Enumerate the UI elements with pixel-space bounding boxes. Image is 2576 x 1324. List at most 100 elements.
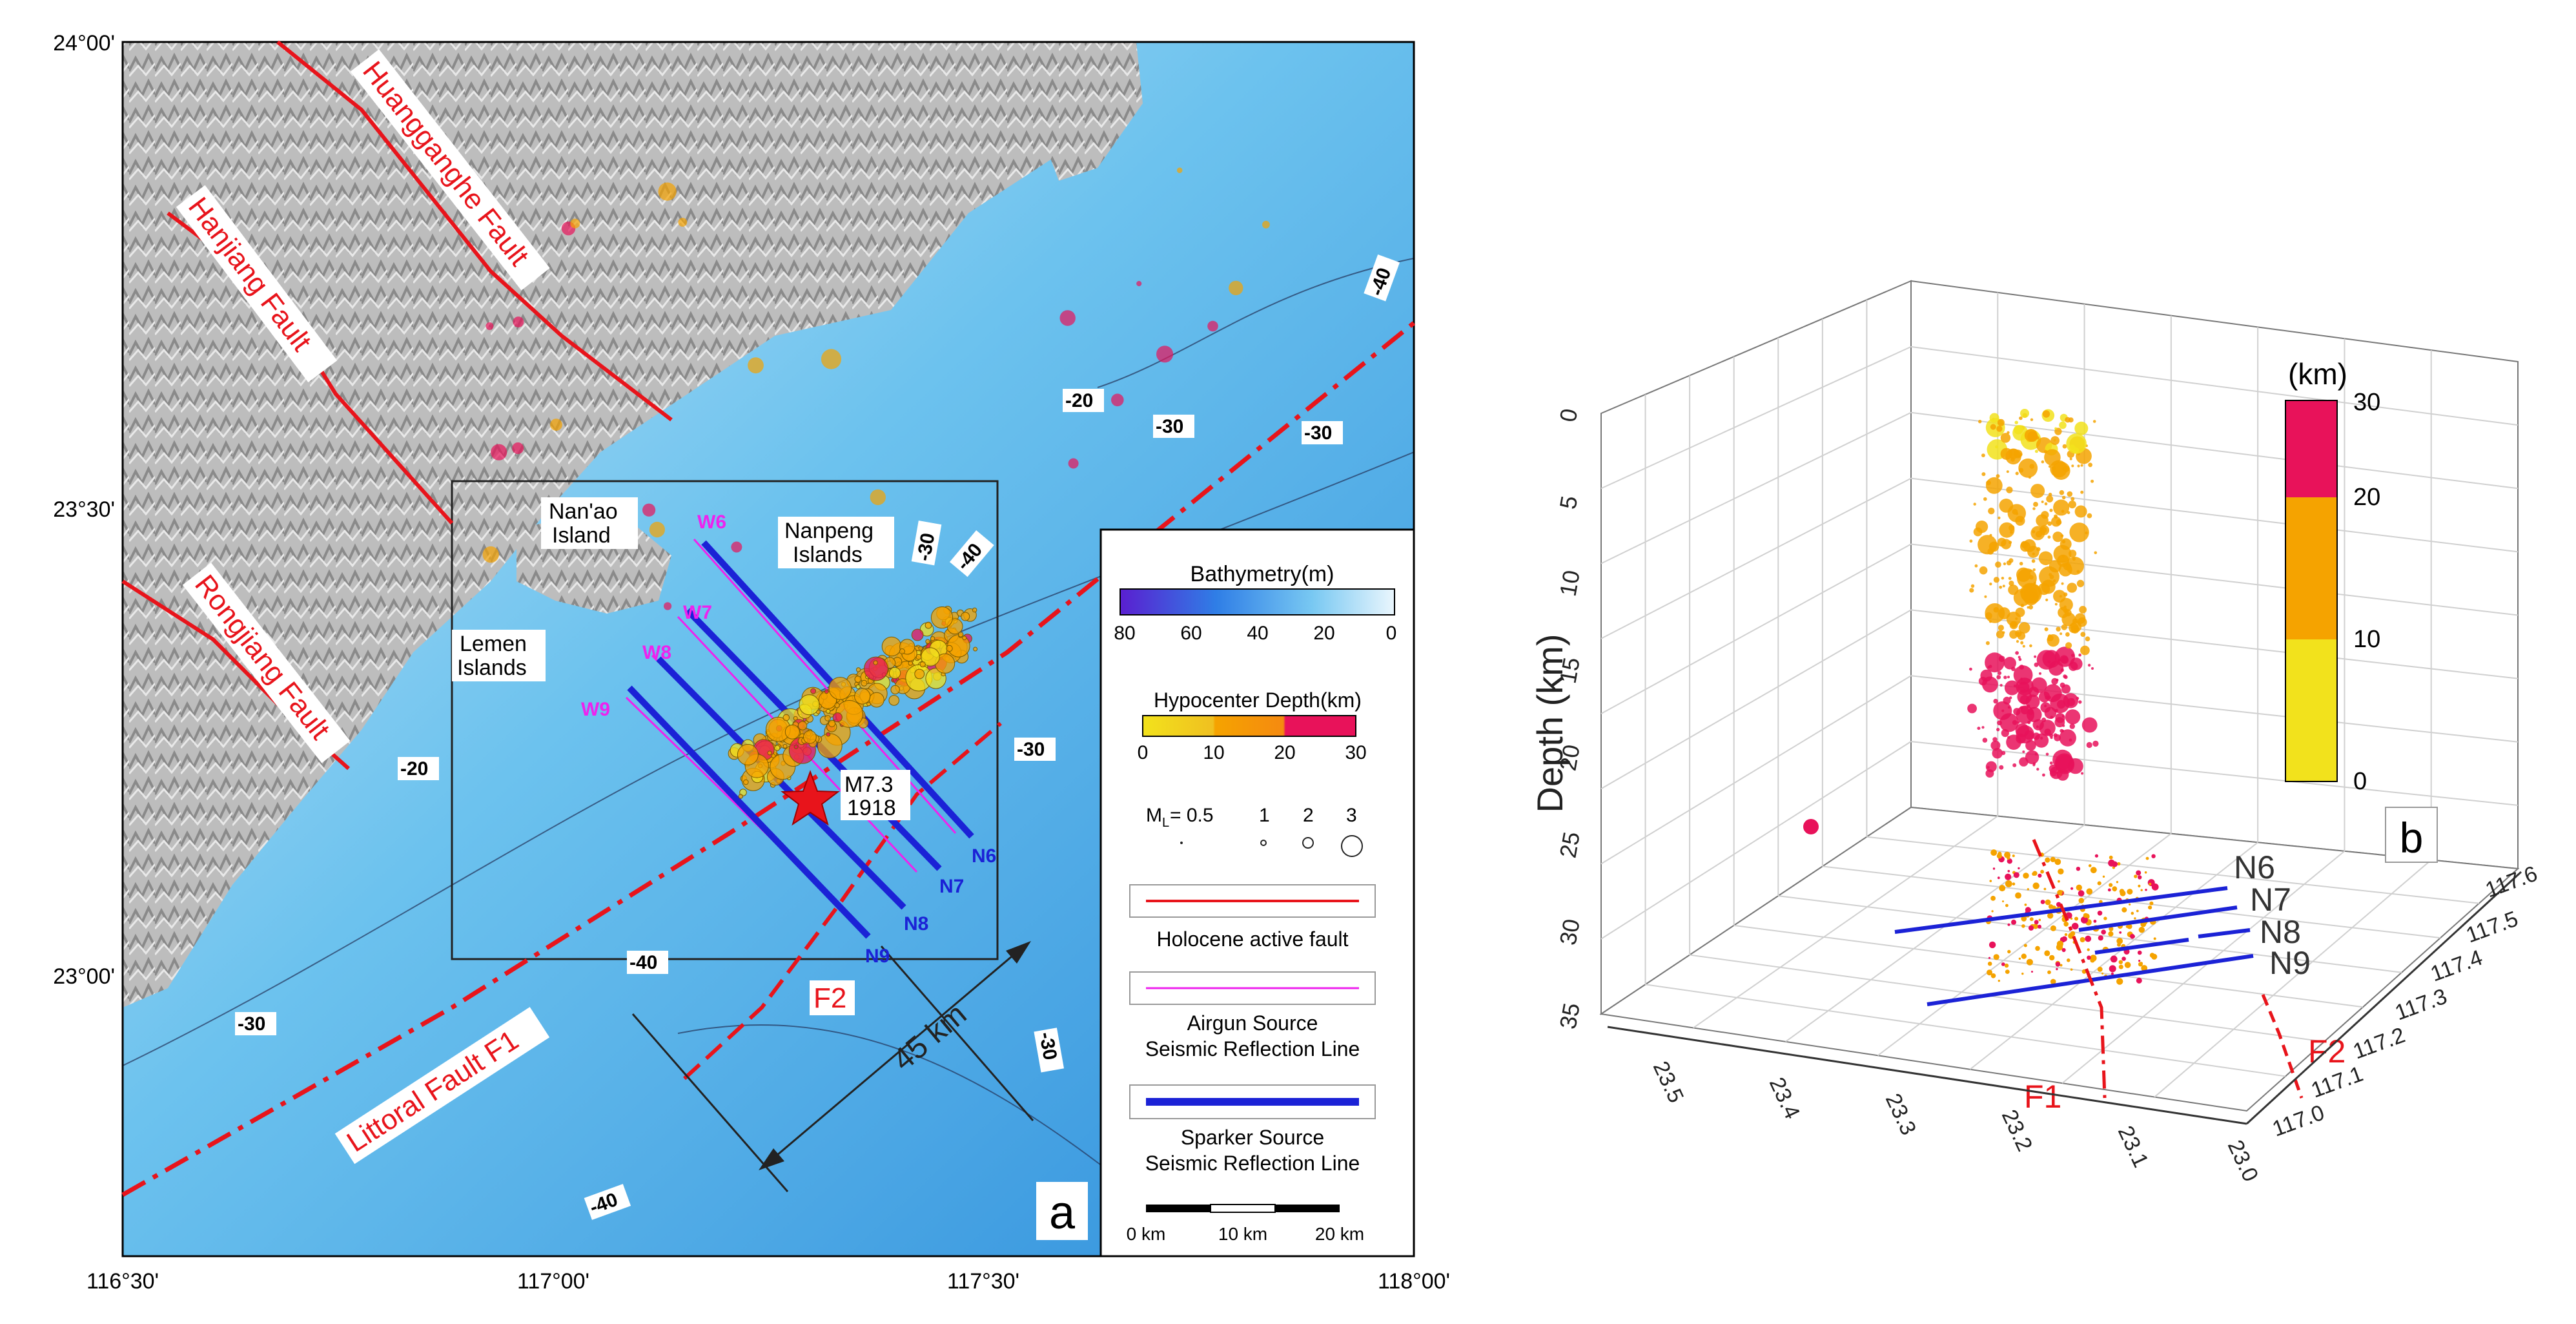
bathy-tick: 0 [1386, 623, 1397, 644]
hypocenter-dot-projection [2029, 917, 2034, 922]
hypocenter-dot-projection [2070, 968, 2073, 971]
depth-axis-tick: 10 [1555, 568, 1585, 599]
hypocenter-dot [868, 692, 884, 708]
hypocenter-dot-projection [2138, 927, 2145, 933]
hypocenter-dot [774, 745, 781, 751]
contour-label: -20 [400, 758, 428, 780]
hypocenter-dot-projection [1989, 880, 1992, 882]
huangganghe-fault [276, 40, 673, 422]
ml-value: 1 [1259, 805, 1270, 826]
hypocenter-dot-3d [2059, 595, 2062, 598]
hypocenter-dot-3d [2058, 606, 2069, 619]
gridline [1910, 346, 2519, 426]
hypocenter-dot-3d [2053, 733, 2058, 738]
hypocenter-dot [828, 719, 836, 727]
legend-scale-bar: 0 km 10 km 20 km [1127, 1204, 1364, 1244]
hypocenter-dot-projection [2130, 934, 2135, 939]
hypocenter-dot-projection [2109, 965, 2116, 973]
contour-label: -30 [1035, 1030, 1061, 1061]
lon-axis-tick: 117.5 [2463, 907, 2522, 948]
hypocenter-dot-3d [2018, 622, 2030, 634]
hypocenter-dot-3d [2051, 466, 2056, 470]
hypocenter-dot-3d [1999, 585, 2003, 589]
hypocenter-dot-projection [2136, 977, 2142, 984]
map-axis-ticks: 24°00' 23°30' 23°00' 116°30' 117°00' 117… [53, 31, 1450, 1294]
hypocenter-dot-projection [1991, 910, 1994, 913]
hypocenter-dot-projection [2127, 924, 2132, 929]
depth-axis-tick: 15 [1555, 656, 1585, 686]
hypocenter-dot-3d [2066, 433, 2087, 454]
hypocenter-dot [784, 724, 800, 740]
plot3d-line-n8-a [2094, 938, 2189, 955]
hypocenter-dot-3d [1982, 738, 1988, 743]
legend-depth-ticks: 0 10 20 30 [1138, 742, 1367, 763]
hypocenter-dot-3d [2017, 632, 2026, 640]
hypocenter-dot-3d [2018, 656, 2021, 659]
hypocenter-dot-3d [1978, 420, 1982, 424]
hypocenter-dot-3d [1996, 727, 2000, 732]
line-n9 [627, 685, 871, 939]
hypocenter-dot-3d [2065, 709, 2081, 725]
hypocenter-dot-projection [2035, 946, 2040, 951]
colorbar-deep [2285, 400, 2337, 497]
hypocenter-dot-projection [2121, 957, 2126, 961]
legend-bathy-bar [1119, 588, 1395, 615]
hypocenter-dot-projection [2044, 950, 2050, 957]
hypocenter-dot-3d [1997, 537, 2007, 547]
hypocenter-dot [826, 732, 831, 737]
hypocenter-dot-3d [2061, 714, 2065, 718]
hypocenter-dot-3d [2052, 749, 2073, 770]
hypocenter-dot-3d [1985, 641, 1990, 645]
hypocenter-dot-3d [1998, 625, 2004, 631]
hypocenter-dot [826, 709, 831, 714]
hypocenter-dot-projection [2026, 958, 2033, 966]
hypocenter-dot-3d [2009, 696, 2012, 699]
hypocenter-dot-3d [1979, 566, 1988, 575]
hypocenter-dot [854, 676, 862, 683]
gridline [1600, 609, 1912, 790]
hypocenter-dot-3d [2087, 513, 2092, 519]
hypocenter-dot-3d [2067, 583, 2078, 593]
hypocenter-dot-projection [2032, 872, 2036, 876]
plot3d-panel: N6 N7 N8 N9 F1 F2 0 5 10 15 20 25 30 35 … [1529, 280, 2540, 1185]
hypocenter-dot-3d [2016, 734, 2026, 744]
label-n6: N6 [972, 845, 996, 867]
hypocenter-dot-projection [2028, 925, 2034, 931]
hypocenter-dot [743, 779, 749, 785]
hypocenter-dot-3d [2041, 501, 2044, 503]
hypocenter-dot [737, 744, 759, 765]
hypocenter-dot-projection [2013, 872, 2019, 878]
hypocenter-dot-3d [2081, 772, 2084, 775]
hypocenter-dot-projection [2021, 916, 2027, 922]
depth-axis-tick: 0 [1555, 407, 1583, 424]
gridline [1645, 984, 2286, 1077]
hypocenter-dot-projection [2076, 867, 2081, 871]
hypocenter-dot-projection [2101, 929, 2106, 935]
hypocenter-dot-3d [1973, 502, 1976, 506]
hypocenter-dot-projection [1987, 961, 1992, 966]
hypocenter-dot-projection [2074, 916, 2078, 921]
hypocenter-dot-3d [2007, 706, 2010, 709]
hypocenter-dot-3d [1997, 419, 2005, 426]
hypocenter-dot-3d [2015, 471, 2019, 475]
hypocenter-dot-projection [2056, 940, 2063, 947]
hypocenter-dot-projection [2134, 917, 2136, 920]
hypocenter-dot-3d [2080, 464, 2083, 467]
hypocenter-dot-3d [1998, 671, 2002, 676]
hypocenter-dot-projection [2034, 920, 2039, 925]
hypocenter-dot-3d [2060, 682, 2065, 688]
hypocenter-dot [915, 654, 922, 660]
hypocenter-dot [798, 721, 808, 730]
hypocenter-dot [550, 419, 562, 431]
hypocenter-dot-3d [2094, 551, 2098, 555]
hypocenter-dot-3d [1976, 521, 1988, 533]
hypocenter-dot [821, 349, 842, 369]
hypocenter-dot-3d [2059, 421, 2067, 429]
hypocenter-dot-projection [2007, 949, 2011, 954]
hypocenter-dot-projection [2147, 879, 2155, 887]
hypocenter-dot-projection [2103, 916, 2107, 920]
plot3d-hypocenters [1803, 409, 2159, 985]
hypocenter-dot-3d [2032, 568, 2036, 572]
scale-tick: 20 km [1315, 1224, 1364, 1244]
hypocenter-dot-projection [2021, 953, 2027, 959]
